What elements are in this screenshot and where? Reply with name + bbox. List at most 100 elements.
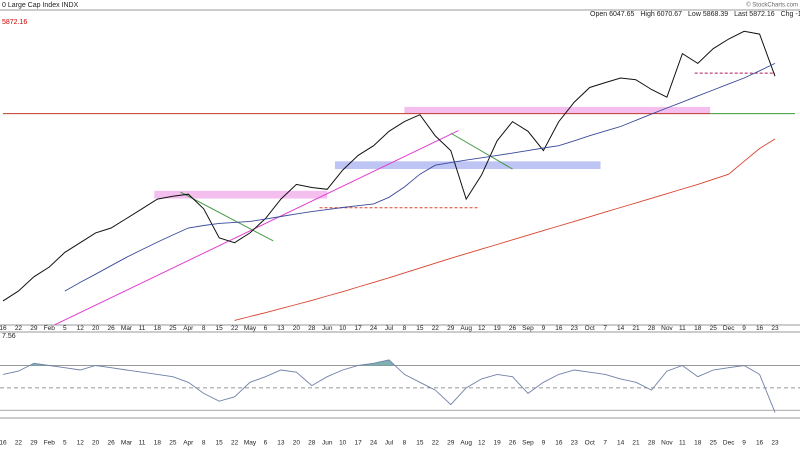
x-tick-label: 23 [771, 440, 779, 447]
x-tick-label: 28 [308, 325, 316, 332]
x-tick-label: 22 [231, 440, 239, 447]
x-tick-label: 11 [679, 440, 686, 447]
header-item: Low 5868.39 [688, 11, 728, 18]
x-tick-label: Nov [661, 440, 673, 447]
header-item: Chg -178.45 [781, 11, 800, 18]
x-tick-label: 14 [617, 325, 625, 332]
x-tick-label: Dec [723, 440, 735, 447]
x-tick-label: 28 [308, 440, 316, 447]
x-tick-label: 12 [77, 325, 85, 332]
x-tick-label: 25 [710, 325, 718, 332]
x-tick-label: Sep [522, 440, 534, 447]
trendline [180, 191, 274, 242]
x-tick-label: 26 [509, 440, 517, 447]
x-tick-label: 15 [416, 440, 424, 447]
x-tick-label: 8 [403, 325, 407, 332]
x-tick-label: 12 [478, 440, 486, 447]
x-tick-label: 8 [202, 325, 206, 332]
x-tick-label: 17 [355, 325, 363, 332]
x-tick-label: Sep [522, 325, 534, 332]
x-tick-label: 18 [154, 325, 162, 332]
x-tick-label: Jun [322, 325, 333, 332]
x-tick-label: 28 [648, 440, 656, 447]
chart-title: 0 Large Cap Index INDX [2, 2, 79, 9]
x-tick-label: 29 [447, 440, 455, 447]
x-tick-label: Mar [121, 440, 133, 447]
x-tick-label: 28 [648, 325, 656, 332]
x-tick-label: 18 [154, 440, 162, 447]
x-tick-label: 11 [139, 325, 146, 332]
x-tick-label: 13 [277, 325, 285, 332]
x-tick-label: 23 [571, 440, 579, 447]
header-item: Open 6047.65 [590, 11, 634, 18]
x-tick-label: 9 [742, 440, 746, 447]
x-tick-label: 17 [355, 440, 363, 447]
x-tick-label: 8 [202, 440, 206, 447]
x-tick-label: Apr [183, 325, 194, 332]
x-tick-label: 22 [15, 440, 23, 447]
series-line [2, 30, 776, 302]
x-tick-label: 15 [416, 325, 424, 332]
x-tick-label: 15 [216, 325, 224, 332]
x-tick-label: 20 [92, 440, 100, 447]
x-tick-label: 6 [264, 440, 268, 447]
x-tick-label: 11 [679, 325, 686, 332]
x-tick-label: 10 [339, 440, 347, 447]
x-tick-label: 22 [432, 440, 440, 447]
x-tick-label: 15 [216, 440, 224, 447]
x-tick-label: Oct [585, 325, 595, 332]
x-tick-label: 25 [169, 440, 177, 447]
x-tick-label: 12 [77, 440, 85, 447]
x-tick-label: 16 [756, 440, 764, 447]
x-tick-label: Oct [585, 440, 595, 447]
copyright: © StockCharts.com [746, 2, 798, 9]
x-tick-label: May [244, 440, 257, 447]
x-tick-label: Dec [723, 325, 735, 332]
x-tick-label: 11 [139, 440, 146, 447]
band [334, 161, 601, 170]
x-tick-label: 14 [617, 440, 625, 447]
x-tick-label: 9 [542, 325, 546, 332]
rsi-label: 7.56 [2, 333, 16, 340]
x-tick-label: 25 [169, 325, 177, 332]
x-tick-label: 20 [293, 440, 301, 447]
x-tick-label: 26 [509, 325, 517, 332]
x-tick-label: 22 [432, 325, 440, 332]
x-tick-label: 16 [756, 325, 764, 332]
x-tick-label: 20 [293, 325, 301, 332]
x-tick-label: May [244, 325, 257, 332]
x-tick-label: 29 [447, 325, 455, 332]
series-line [64, 62, 776, 292]
x-tick-label: Feb [44, 440, 56, 447]
x-tick-label: Feb [44, 325, 56, 332]
x-tick-label: Jul [385, 325, 394, 332]
x-tick-label: 29 [30, 325, 38, 332]
x-tick-label: 25 [710, 440, 718, 447]
x-tick-label: 7 [603, 325, 607, 332]
x-tick-label: 22 [231, 325, 239, 332]
x-tick-label: 8 [403, 440, 407, 447]
x-tick-label: 5 [63, 325, 67, 332]
x-tick-label: 18 [694, 325, 702, 332]
x-tick-label: 24 [370, 440, 378, 447]
header-item: Last 5872.16 [734, 11, 775, 18]
x-tick-label: 18 [694, 440, 702, 447]
x-tick-label: 16 [0, 440, 7, 447]
x-tick-label: 19 [493, 325, 501, 332]
x-tick-label: Apr [183, 440, 194, 447]
trendline [450, 132, 513, 170]
x-tick-label: 5 [63, 440, 67, 447]
series-line [234, 138, 776, 321]
x-tick-label: 13 [277, 440, 285, 447]
x-tick-label: 7 [603, 440, 607, 447]
x-tick-label: Jun [322, 440, 333, 447]
x-tick-label: 9 [742, 325, 746, 332]
x-tick-label: 16 [555, 440, 563, 447]
x-tick-label: 16 [555, 325, 563, 332]
x-tick-label: 19 [493, 440, 501, 447]
band [404, 106, 711, 114]
x-tick-label: 6 [264, 325, 268, 332]
last-label: 5872.16 [2, 19, 27, 26]
x-tick-label: Jul [385, 440, 394, 447]
x-tick-label: 12 [478, 325, 486, 332]
